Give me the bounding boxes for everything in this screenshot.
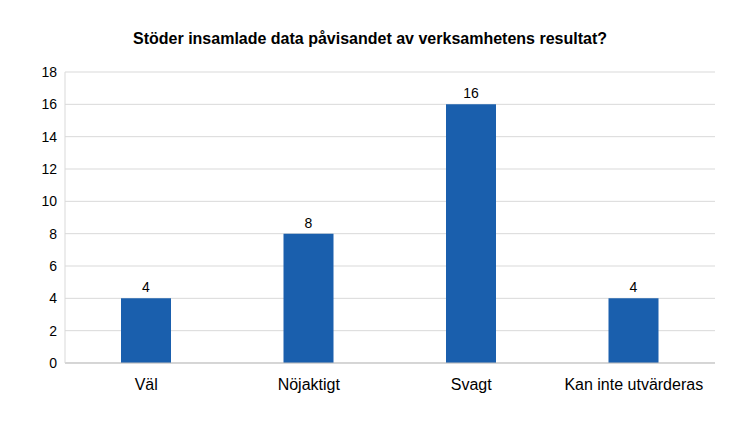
svg-text:8: 8: [305, 215, 313, 231]
svg-text:4: 4: [630, 279, 638, 295]
svg-text:Nöjaktigt: Nöjaktigt: [278, 376, 341, 393]
svg-text:14: 14: [41, 129, 57, 145]
svg-text:Kan inte utvärderas: Kan inte utvärderas: [564, 376, 703, 393]
svg-text:6: 6: [49, 258, 57, 274]
svg-text:10: 10: [41, 193, 57, 209]
svg-text:16: 16: [41, 96, 57, 112]
svg-text:Svagt: Svagt: [451, 376, 492, 393]
html-text:Stöder insamlade data påvisand: Stöder insamlade data påvisandet av verk…: [133, 30, 607, 47]
svg-text:16: 16: [463, 85, 479, 101]
svg-text:8: 8: [49, 226, 57, 242]
svg-text:2: 2: [49, 323, 57, 339]
svg-text:0: 0: [49, 355, 57, 371]
svg-text:4: 4: [49, 290, 57, 306]
svg-text:Väl: Väl: [135, 376, 158, 393]
svg-text:12: 12: [41, 161, 57, 177]
svg-text:4: 4: [142, 279, 150, 295]
svg-text:18: 18: [41, 64, 57, 80]
